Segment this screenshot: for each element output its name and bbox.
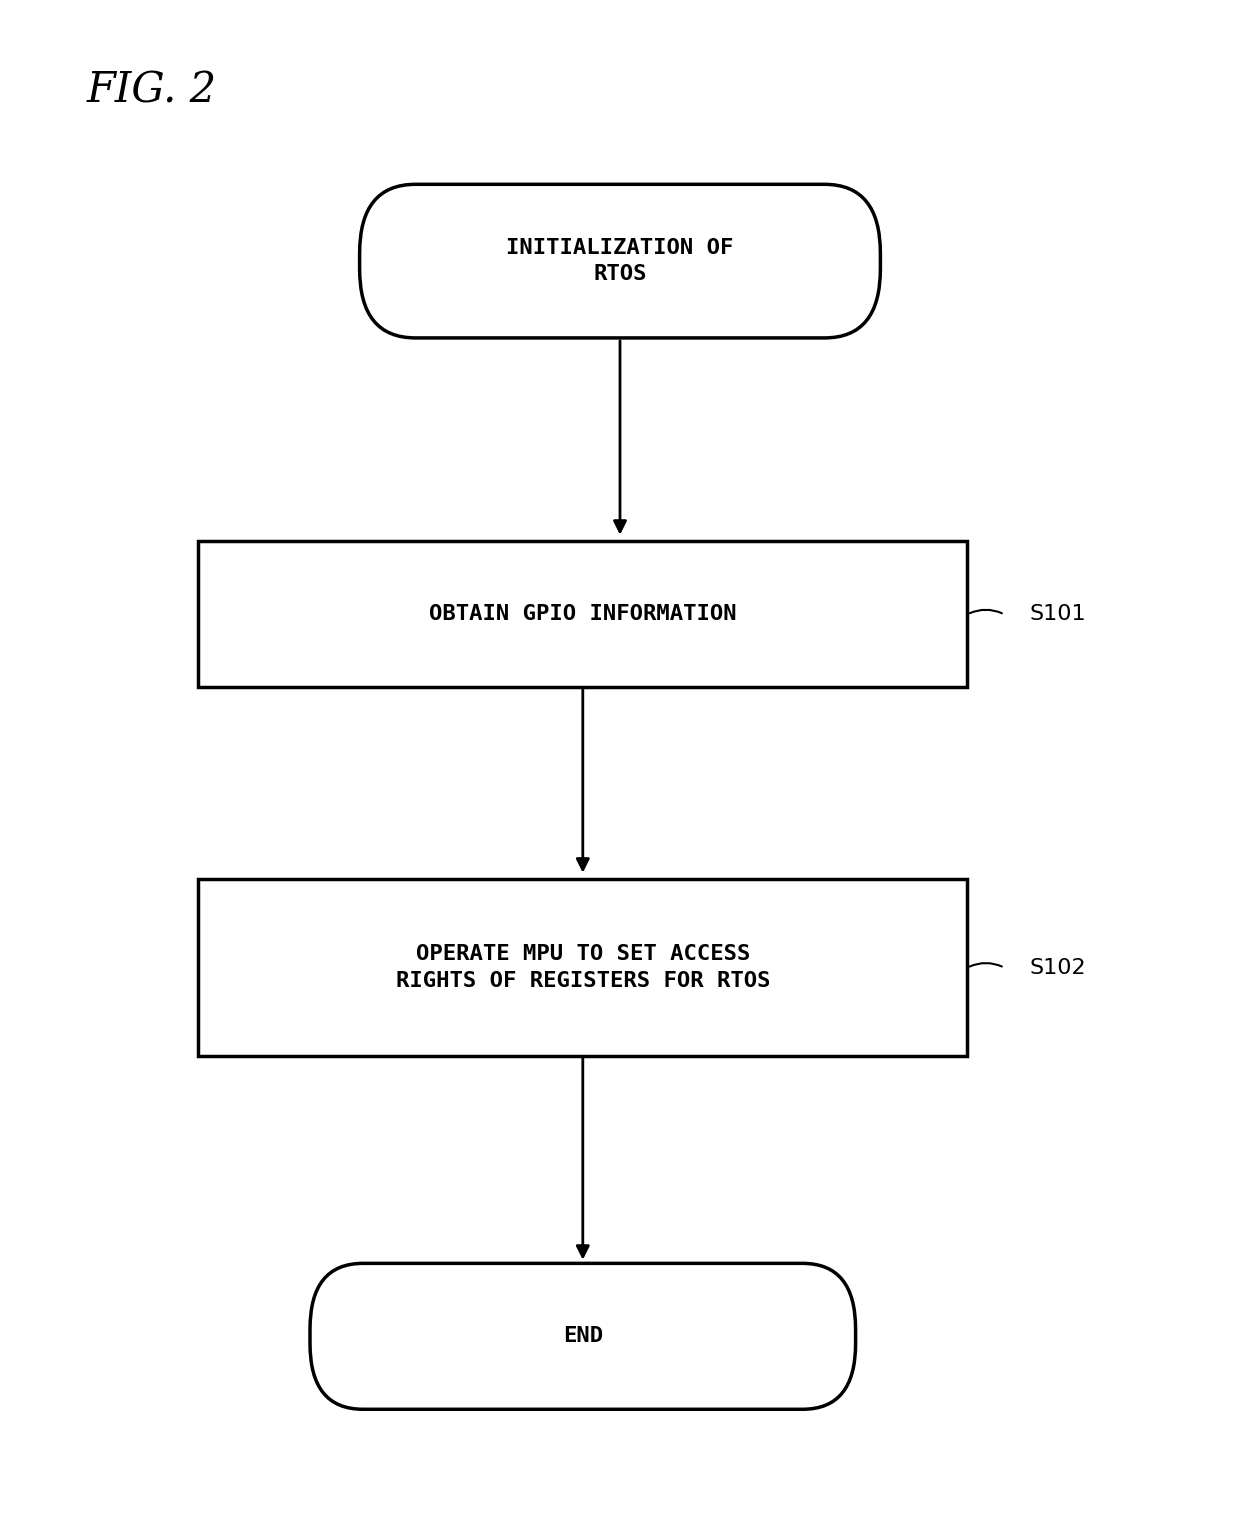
Text: END: END bbox=[563, 1326, 603, 1347]
Text: OBTAIN GPIO INFORMATION: OBTAIN GPIO INFORMATION bbox=[429, 604, 737, 625]
Text: S101: S101 bbox=[1029, 604, 1086, 625]
Text: INITIALIZATION OF
RTOS: INITIALIZATION OF RTOS bbox=[506, 238, 734, 284]
Text: OPERATE MPU TO SET ACCESS
RIGHTS OF REGISTERS FOR RTOS: OPERATE MPU TO SET ACCESS RIGHTS OF REGI… bbox=[396, 945, 770, 991]
FancyBboxPatch shape bbox=[360, 184, 880, 338]
Text: FIG. 2: FIG. 2 bbox=[87, 69, 217, 111]
Text: S102: S102 bbox=[1029, 957, 1086, 978]
FancyBboxPatch shape bbox=[198, 542, 967, 688]
FancyBboxPatch shape bbox=[198, 879, 967, 1057]
FancyBboxPatch shape bbox=[310, 1263, 856, 1410]
